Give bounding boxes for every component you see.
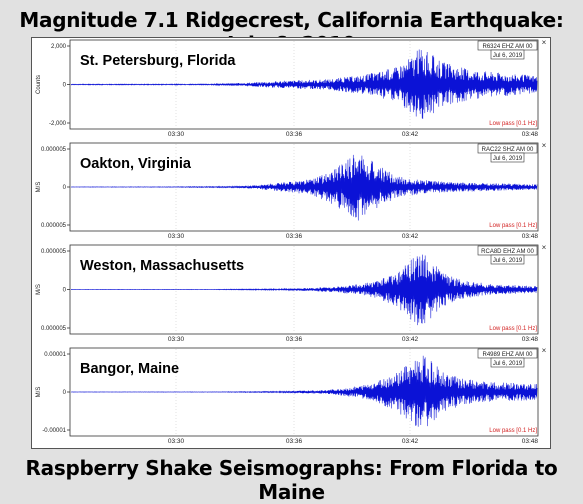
- waveform-trace: [70, 49, 538, 119]
- filter-label: Low pass [0.1 Hz]: [489, 121, 537, 127]
- seismograph-chart: 2,000 0 -2,000 Counts 03:30 03:36 03:42 03:48 St…: [36, 38, 547, 138]
- station-location-label: Oakton, Virginia: [80, 156, 192, 172]
- y-tick-label: 0.000005: [41, 147, 67, 153]
- station-location-label: St. Petersburg, Florida: [80, 53, 236, 69]
- station-location-label: Bangor, Maine: [80, 361, 179, 377]
- y-tick-label: 0: [63, 185, 67, 191]
- date-box: [490, 357, 525, 368]
- y-tick-label: 2,000: [51, 44, 67, 50]
- y-axis-label: M/S: [36, 387, 42, 398]
- y-tick-label: 0.000005: [41, 326, 67, 332]
- station-date: Jul 6, 2019: [493, 361, 523, 367]
- station-date: Jul 6, 2019: [493, 53, 523, 59]
- x-tick-label: 03:48: [522, 131, 539, 138]
- station-location-label: Weston, Massachusetts: [80, 258, 244, 274]
- seismograph-chart: 0.000005 0 0.000005 M/S 03:30 03:36 03:42 03:48…: [36, 141, 547, 240]
- filter-label: Low pass [0.1 Hz]: [489, 428, 537, 434]
- seismograph-panel: 0.00001 0 -0.00001 M/S 03:30 03:36 03:42 03:48 B…: [32, 346, 548, 446]
- page-footer: Raspberry Shake Seismographs: From Flori…: [25, 456, 558, 504]
- station-id: RAC22 SHZ AM 00: [482, 147, 534, 153]
- date-box: [490, 152, 525, 163]
- waveform-trace: [70, 154, 538, 221]
- waveform-trace: [70, 254, 538, 326]
- x-tick-label: 03:36: [286, 131, 303, 138]
- x-tick-label: 03:42: [402, 131, 419, 138]
- filter-label: Low pass [0.1 Hz]: [489, 326, 537, 332]
- x-tick-label: 03:42: [402, 233, 419, 240]
- y-tick-label: -0.00001: [42, 428, 66, 434]
- x-tick-label: 03:30: [168, 438, 185, 445]
- station-id: R4989 EHZ AM 00: [482, 352, 533, 358]
- date-box: [490, 254, 525, 265]
- date-box: [490, 49, 525, 60]
- y-axis-label: M/S: [36, 284, 42, 295]
- x-tick-label: 03:48: [522, 438, 539, 445]
- y-tick-label: 0: [63, 390, 67, 396]
- waveform-trace: [70, 355, 538, 427]
- filter-label: Low pass [0.1 Hz]: [489, 223, 537, 229]
- y-tick-label: 0.00001: [44, 352, 66, 358]
- x-tick-label: 03:48: [522, 233, 539, 240]
- x-tick-label: 03:36: [286, 233, 303, 240]
- station-id: R6324 EHZ AM 00: [482, 44, 533, 50]
- y-tick-label: 0: [63, 83, 67, 89]
- x-tick-label: 03:42: [402, 336, 419, 343]
- x-tick-label: 03:30: [168, 131, 185, 138]
- y-axis-label: M/S: [36, 182, 42, 193]
- y-tick-label: 0: [63, 288, 67, 294]
- x-tick-label: 03:30: [168, 233, 185, 240]
- station-date: Jul 6, 2019: [493, 258, 523, 264]
- station-id: RCA8D EHZ AM 00: [481, 249, 534, 255]
- seismograph-panel: 0.000005 0 0.000005 M/S 03:30 03:36 03:42 03:48…: [32, 141, 548, 241]
- close-icon[interactable]: ×: [542, 141, 547, 150]
- seismograph-panel: 2,000 0 -2,000 Counts 03:30 03:36 03:42 03:48 St…: [32, 38, 548, 139]
- y-tick-label: 0.000005: [41, 223, 67, 229]
- y-tick-label: 0.000005: [41, 249, 67, 255]
- x-tick-label: 03:36: [286, 438, 303, 445]
- seismograph-chart: 0.000005 0 0.000005 M/S 03:30 03:36 03:42 03:48…: [36, 243, 547, 343]
- close-icon[interactable]: ×: [542, 38, 547, 47]
- x-tick-label: 03:36: [286, 336, 303, 343]
- seismograph-chart: 0.00001 0 -0.00001 M/S 03:30 03:36 03:42 03:48 B…: [36, 346, 547, 445]
- close-icon[interactable]: ×: [542, 243, 547, 252]
- x-tick-label: 03:48: [522, 336, 539, 343]
- seismograph-panel: 0.000005 0 0.000005 M/S 03:30 03:36 03:42 03:48…: [32, 243, 548, 344]
- y-axis-label: Counts: [36, 75, 42, 94]
- y-tick-label: -2,000: [49, 121, 67, 127]
- close-icon[interactable]: ×: [542, 346, 547, 355]
- x-tick-label: 03:42: [402, 438, 419, 445]
- x-tick-label: 03:30: [168, 336, 185, 343]
- station-date: Jul 6, 2019: [493, 156, 523, 162]
